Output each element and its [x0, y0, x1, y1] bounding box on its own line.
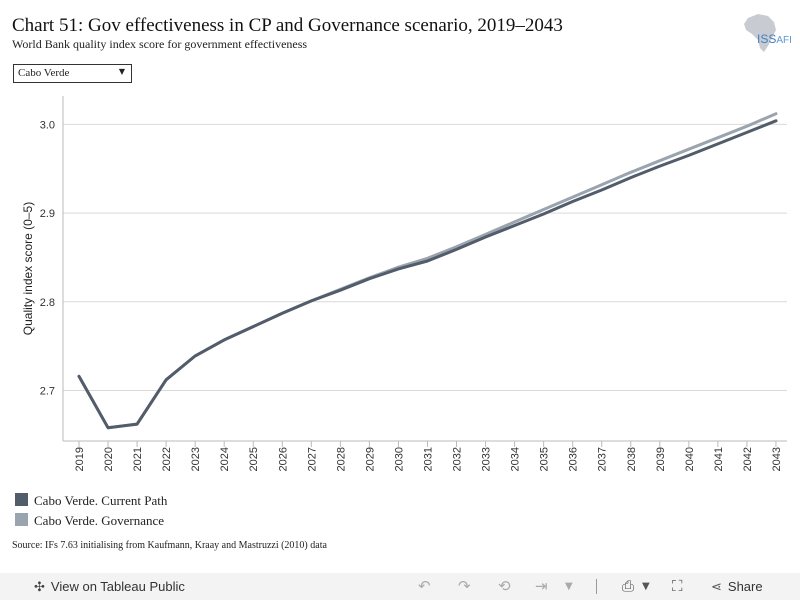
- legend-swatch-governance: [15, 513, 28, 526]
- x-tick-label: 2025: [248, 447, 260, 471]
- legend-label: Cabo Verde. Governance: [34, 513, 165, 528]
- y-tick-label: 2.7: [40, 385, 55, 397]
- x-tick-label: 2029: [364, 447, 376, 471]
- x-tick-label: 2040: [684, 447, 696, 471]
- x-tick-label: 2037: [597, 447, 609, 471]
- x-tick-label: 2023: [190, 447, 202, 471]
- x-tick-label: 2034: [510, 447, 522, 471]
- x-tick-label: 2033: [481, 447, 493, 471]
- tableau-toolbar: ✣ View on Tableau Public ↶ ↷ ⟲ ⇥ ▼ ⎙ ▼ ⛶ …: [0, 573, 800, 600]
- chart-title: Chart 51: Gov effectiveness in CP and Go…: [12, 15, 563, 36]
- source-note: Source: IFs 7.63 initialising from Kaufm…: [12, 540, 327, 551]
- legend-item-governance[interactable]: Cabo Verde. Governance: [15, 513, 164, 529]
- legend-label: Cabo Verde. Current Path: [34, 493, 168, 508]
- series-line-current-path: [77, 119, 778, 430]
- view-on-tableau-link[interactable]: ✣ View on Tableau Public: [34, 579, 185, 595]
- logo-text: ISSAFI: [757, 32, 792, 46]
- chevron-down-icon[interactable]: ▼: [565, 581, 573, 592]
- x-tick-label: 2043: [771, 447, 783, 471]
- x-tick-label: 2024: [219, 447, 231, 471]
- redo-icon[interactable]: ↷: [458, 577, 471, 595]
- x-tick-label: 2020: [103, 447, 115, 471]
- x-tick-label: 2038: [626, 447, 638, 471]
- chevron-down-icon[interactable]: ▼: [642, 581, 650, 592]
- x-tick-label: 2019: [74, 447, 86, 471]
- revert-icon[interactable]: ⟲: [498, 577, 511, 595]
- x-tick-label: 2030: [393, 447, 405, 471]
- line-chart: 2.7 2.8 2.9 3.0 2019 2020 2021 2022 2023 2024 2025…: [21, 96, 787, 471]
- share-icon: ⋖: [711, 580, 722, 595]
- chevron-down-icon: ▼: [118, 67, 125, 76]
- x-tick-label: 2041: [713, 447, 725, 471]
- toolbar-divider: [596, 579, 597, 594]
- x-tick-label: 2022: [161, 447, 173, 471]
- refresh-icon[interactable]: ⇥: [535, 577, 548, 595]
- x-tick-label: 2021: [132, 447, 144, 471]
- legend-item-current-path[interactable]: Cabo Verde. Current Path: [15, 493, 167, 509]
- legend-swatch-current-path: [15, 493, 28, 506]
- x-tick-label: 2027: [306, 447, 318, 471]
- country-dropdown[interactable]: Cabo Verde ▼: [13, 64, 132, 83]
- chart-subtitle: World Bank quality index score for gover…: [12, 37, 308, 51]
- y-tick-label: 2.8: [40, 297, 55, 309]
- iss-africa-logo: [744, 14, 776, 52]
- x-tick-label: 2036: [568, 447, 580, 471]
- y-tick-label: 2.9: [40, 208, 55, 220]
- download-icon[interactable]: ⎙: [622, 577, 635, 595]
- x-tick-label: 2031: [422, 447, 434, 471]
- x-tick-label: 2035: [539, 447, 551, 471]
- x-tick-label: 2032: [452, 447, 464, 471]
- share-button[interactable]: ⋖ Share: [711, 579, 763, 595]
- tableau-icon: ✣: [34, 580, 45, 595]
- y-axis-title: Quality index score (0–5): [21, 202, 35, 335]
- y-tick-label: 3.0: [40, 119, 55, 131]
- x-tick-label: 2026: [277, 447, 289, 471]
- x-tick-label: 2028: [335, 447, 347, 471]
- x-tick-label: 2039: [655, 447, 667, 471]
- x-tick-label: 2042: [742, 447, 754, 471]
- fullscreen-icon[interactable]: ⛶: [672, 577, 683, 595]
- undo-icon[interactable]: ↶: [418, 577, 431, 595]
- country-dropdown-value: Cabo Verde: [18, 67, 70, 79]
